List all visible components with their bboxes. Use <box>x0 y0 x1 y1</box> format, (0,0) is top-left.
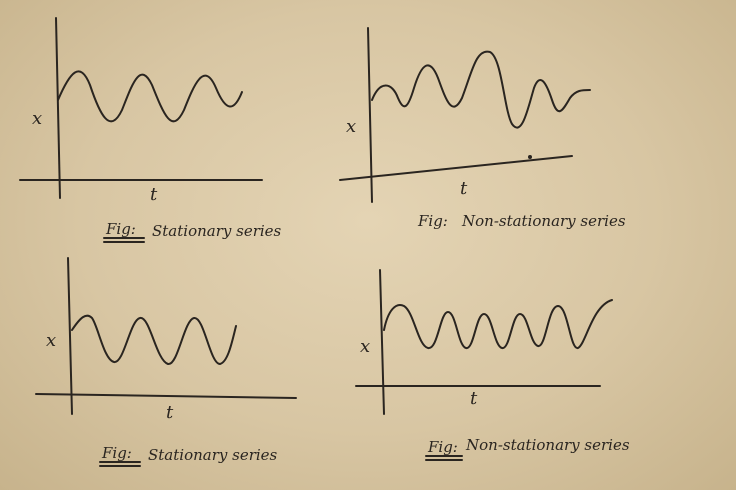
series-curve <box>383 299 613 350</box>
y-axis-label: x <box>360 336 370 357</box>
x-axis-label: t <box>470 388 478 409</box>
y-axis-label: x <box>346 116 356 137</box>
panel-stationary-top-left: x t Fig: Stationary series <box>19 17 282 243</box>
series-curve <box>71 314 237 365</box>
series-curve <box>57 70 243 123</box>
y-axis <box>379 269 385 415</box>
y-axis <box>67 257 73 415</box>
caption: Non-stationary series <box>465 436 630 454</box>
x-axis-label: t <box>460 178 468 199</box>
ink-dot <box>528 155 532 159</box>
fig-prefix: Fig: <box>427 438 458 456</box>
caption: Stationary series <box>148 446 278 464</box>
y-axis-label: x <box>32 108 42 129</box>
fig-prefix: Fig: <box>101 444 132 462</box>
caption: Non-stationary series <box>461 212 626 230</box>
panel-non-stationary-bottom-right: x t Fig: Non-stationary series <box>355 269 630 461</box>
panel-non-stationary-top-right: x t Fig: Non-stationary series <box>339 27 626 230</box>
y-axis <box>55 17 61 199</box>
x-axis <box>35 393 297 399</box>
y-axis-label: x <box>46 330 56 351</box>
fig-prefix: Fig: <box>417 212 448 230</box>
x-axis-label: t <box>150 184 158 205</box>
panel-stationary-bottom-left: x t Fig: Stationary series <box>35 257 297 467</box>
x-axis <box>339 155 573 181</box>
series-curve <box>371 50 591 129</box>
fig-prefix: Fig: <box>105 220 136 238</box>
x-axis-label: t <box>166 402 174 423</box>
y-axis <box>367 27 373 203</box>
caption: Stationary series <box>152 222 282 240</box>
